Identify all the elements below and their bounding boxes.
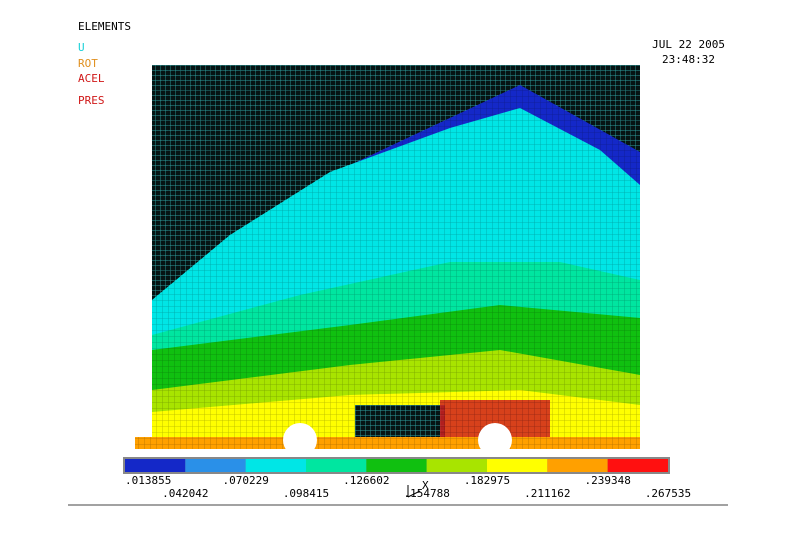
- legend-swatch: [426, 459, 487, 472]
- tunnel: [283, 423, 317, 457]
- legend: .013855.042042 .070229 .098415 .126602 .1547…: [123, 457, 691, 500]
- contour-plot: [135, 65, 640, 457]
- legend-swatch: [185, 459, 246, 472]
- mesh-overlay: [135, 437, 640, 449]
- legend-swatch: [607, 459, 668, 472]
- legend-label: .211162: [524, 487, 570, 500]
- legend-label: .267535: [645, 487, 691, 500]
- dof-label: U: [78, 41, 85, 54]
- legend-label: .182975: [464, 474, 510, 487]
- legend-swatch: [306, 459, 367, 472]
- time: 23:48:32: [662, 53, 715, 66]
- legend-label: .098415: [283, 487, 329, 500]
- tunnel: [478, 423, 512, 457]
- legend-label: .013855: [125, 474, 171, 487]
- mesh-block: [355, 405, 445, 440]
- triad-label: X: [422, 479, 429, 492]
- dof-label: ACEL: [78, 72, 105, 85]
- legend-swatch: [547, 459, 608, 472]
- legend-swatch: [245, 459, 306, 472]
- legend-swatch: [366, 459, 427, 472]
- legend-swatch: [125, 459, 186, 472]
- dof-label: PRES: [78, 94, 105, 107]
- dof-label: ROT: [78, 57, 98, 70]
- date: JUL 22 2005: [652, 38, 725, 51]
- legend-swatch: [487, 459, 548, 472]
- triad: X: [407, 479, 429, 498]
- legend-label: .154788: [403, 487, 449, 500]
- title: ELEMENTS: [78, 20, 131, 33]
- legend-label: .239348: [584, 474, 630, 487]
- triad-axis: [407, 490, 421, 498]
- legend-label: .070229: [222, 474, 268, 487]
- mesh-overlay: [152, 65, 640, 440]
- legend-label: .126602: [343, 474, 389, 487]
- legend-label: .042042: [162, 487, 208, 500]
